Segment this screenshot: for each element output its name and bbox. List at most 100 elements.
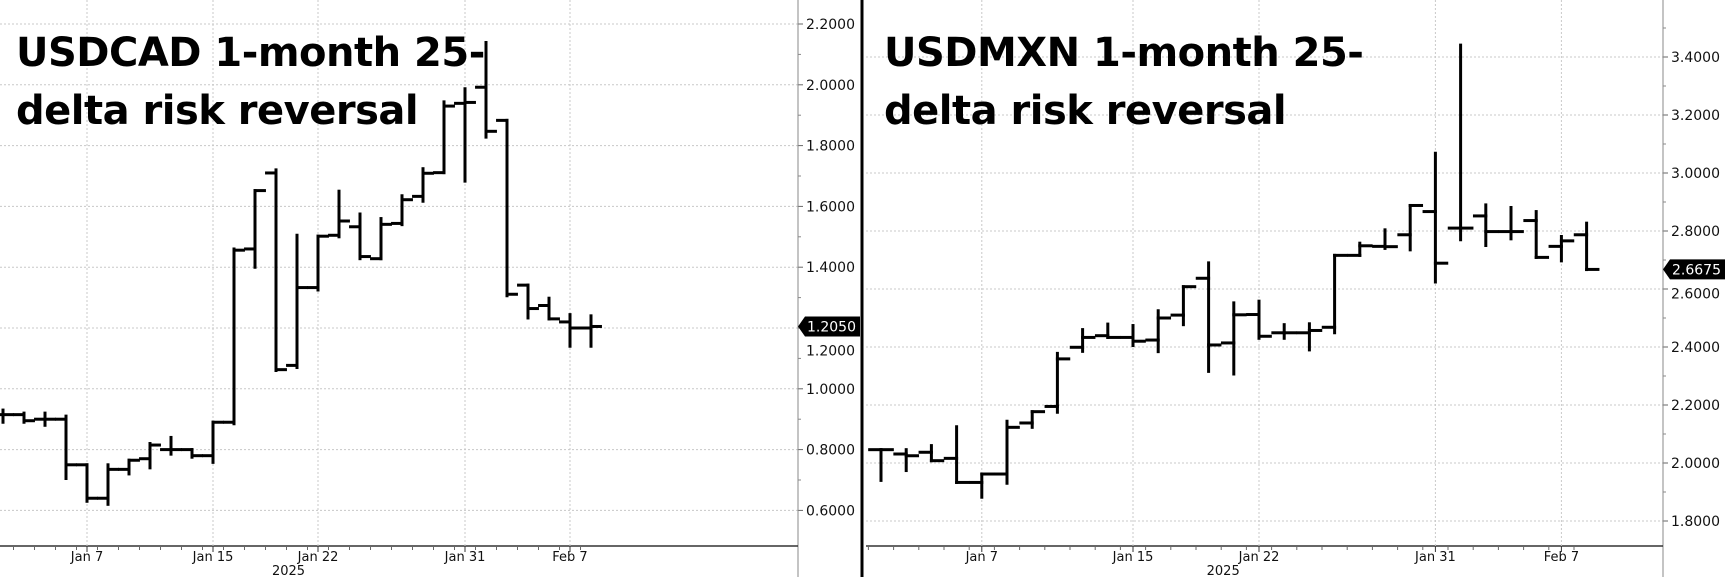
left-ohlc-bar (97, 463, 119, 506)
right-ohlc-bar (1069, 328, 1096, 353)
right-xtick-label: Jan 7 (965, 550, 998, 565)
left-ohlc-bar (223, 247, 245, 426)
right-ohlc-bar (943, 425, 970, 484)
last-price-badge-bg (1663, 259, 1725, 280)
left-chart-title: USDCAD 1-month 25- delta risk reversal (16, 24, 485, 140)
right-ohlc-bar (1321, 253, 1348, 335)
left-ohlc-bar (55, 414, 77, 480)
right-ohlc-bar (968, 472, 995, 499)
right-ytick-label: 3.0000 (1671, 166, 1720, 182)
right-ohlc-bar (1397, 203, 1424, 252)
last-price-badge-text: 2.6675 (1672, 262, 1721, 278)
left-ytick-label: 1.0000 (806, 382, 855, 398)
right-ohlc-bar (1170, 285, 1197, 327)
left-ytick-label: 1.4000 (806, 260, 855, 276)
right-xtick-label: Feb 7 (1544, 550, 1579, 565)
left-ohlc-bar (160, 435, 182, 456)
left-ohlc-bar (559, 313, 581, 348)
left-ohlc-bar (118, 458, 140, 476)
right-ohlc-bar (1195, 261, 1222, 373)
left-ohlc-bar (349, 212, 371, 261)
right-ohlc-bar (1447, 43, 1474, 242)
right-ytick-label: 1.8000 (1671, 514, 1720, 530)
right-last-price-badge: 2.6675 (1663, 259, 1725, 280)
left-ohlc-bar (181, 448, 203, 459)
left-year-label: 2025 (272, 564, 305, 577)
left-xtick-label: Jan 7 (70, 550, 103, 565)
right-ohlc-bar (1246, 299, 1272, 340)
right-ohlc-bar (1120, 324, 1146, 348)
left-title-line-2: delta risk reversal (16, 88, 419, 134)
right-ytick-label: 2.0000 (1671, 456, 1720, 472)
right-ohlc-bar (918, 444, 945, 463)
last-price-badge-bg (798, 316, 860, 337)
right-chart: 1.8000 2.0000 2.2000 2.4000 2.6000 2.8000 3.00… (866, 0, 1725, 577)
right-chart-title: USDMXN 1-month 25- delta risk reversal (884, 24, 1364, 140)
right-ytick-label: 2.6000 (1671, 286, 1720, 302)
right-ohlc-bar (1573, 221, 1600, 272)
left-ohlc-bar (76, 463, 98, 503)
right-ohlc-bar (1271, 323, 1298, 340)
left-ohlc-bar (202, 420, 224, 464)
left-ohlc-bar (538, 296, 560, 321)
left-ytick-label: 1.2000 (806, 343, 855, 359)
left-ytick-label: 0.6000 (806, 503, 855, 519)
left-ohlc-bar (286, 233, 308, 370)
right-ohlc-bar (1044, 351, 1071, 414)
left-ohlc-bar (391, 194, 413, 227)
left-ytick-label: 1.8000 (806, 139, 855, 155)
right-ytick-label: 2.2000 (1671, 398, 1720, 414)
left-ohlc-bar (0, 408, 14, 424)
right-ohlc-bar (994, 419, 1020, 485)
left-ohlc-bar (265, 168, 287, 373)
right-xtick-label: Jan 15 (1112, 550, 1154, 565)
right-xtick-label: Jan 31 (1414, 550, 1456, 565)
right-year-label: 2025 (1207, 564, 1240, 577)
left-ohlc-bar (496, 118, 518, 298)
left-ohlc-bar (328, 189, 350, 239)
last-price-badge-text: 1.2050 (807, 319, 856, 335)
left-ohlc-bar (454, 87, 476, 183)
right-title-line-2: delta risk reversal (884, 88, 1287, 134)
right-xtick-label: Jan 22 (1238, 550, 1280, 565)
left-xtick-label: Jan 15 (192, 550, 234, 565)
left-ohlc-bar (433, 100, 455, 175)
left-ytick-label: 2.0000 (806, 78, 855, 94)
left-title-line-1: USDCAD 1-month 25- (16, 30, 485, 76)
left-ohlc-bar (13, 411, 35, 424)
right-ytick-label: 3.4000 (1671, 50, 1720, 66)
right-ohlc-bar (1019, 410, 1046, 429)
right-title-line-1: USDMXN 1-month 25- (884, 30, 1364, 76)
left-ohlc-bar (412, 167, 434, 203)
left-last-price-badge: 1.2050 (798, 316, 860, 337)
right-ohlc-bar (1548, 235, 1575, 263)
left-ytick-label: 1.6000 (806, 199, 855, 215)
right-ohlc-bar (1523, 210, 1550, 259)
right-ohlc-bar (1498, 206, 1524, 241)
left-ohlc-bar (475, 41, 497, 139)
right-ohlc-bar (1346, 241, 1373, 257)
left-ohlc-bar (244, 189, 266, 269)
right-ohlc-bar (1372, 228, 1398, 250)
right-ytick-label: 3.2000 (1671, 108, 1720, 124)
left-xtick-label: Jan 31 (444, 550, 486, 565)
right-ohlc-bar (893, 448, 920, 473)
left-ohlc-bar (517, 283, 539, 320)
right-ohlc-bar (1145, 309, 1172, 354)
left-chart: 0.6000 0.8000 1.0000 1.2000 1.4000 1.6000 1.80… (0, 0, 860, 577)
left-xtick-label: Feb 7 (552, 550, 587, 565)
left-ytick-label: 0.8000 (806, 443, 855, 459)
right-ytick-label: 2.4000 (1671, 340, 1720, 356)
right-ohlc-bar (1422, 151, 1449, 284)
left-ohlc-bar (139, 442, 161, 470)
left-ohlc-bar (34, 411, 56, 427)
right-ohlc-bar (1296, 322, 1323, 352)
right-ohlc-bar (1094, 322, 1121, 339)
right-ohlc-bar (868, 448, 894, 482)
left-xtick-label: Jan 22 (297, 550, 339, 565)
left-ohlc-bar (580, 314, 602, 348)
left-ohlc-bar (370, 217, 392, 261)
right-ohlc-bar (1220, 301, 1247, 376)
left-ohlc-bar (307, 234, 329, 292)
